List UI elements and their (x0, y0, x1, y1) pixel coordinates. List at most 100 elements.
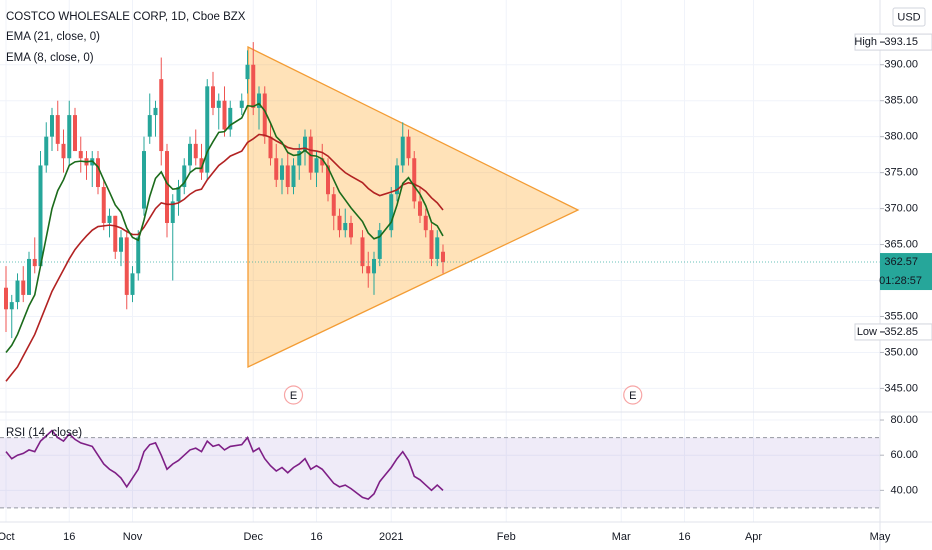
candle-body (73, 115, 77, 152)
candle-body (429, 230, 434, 259)
x-tick-label: 16 (678, 531, 690, 543)
series-line (5, 429, 444, 501)
x-tick-label: Dec (243, 531, 263, 543)
candle-body (9, 302, 14, 310)
candle-body (400, 136, 405, 166)
candle-body (435, 237, 440, 259)
candle-body (124, 237, 129, 295)
candle-body (182, 165, 187, 188)
candle-body (78, 151, 83, 159)
low-box (854, 323, 932, 341)
candle-body (113, 215, 118, 252)
candle-body (360, 237, 365, 267)
last-price-box (880, 253, 932, 291)
y-tick-label: 80.00 (890, 414, 918, 426)
candle-body (343, 222, 348, 231)
candle-body (44, 136, 49, 166)
candle-body (38, 165, 43, 267)
candle-body (297, 151, 302, 166)
candle-body (222, 100, 227, 130)
x-tick-label: 2021 (379, 531, 403, 543)
x-tick-label: Oct (0, 531, 15, 543)
candle-body (268, 136, 273, 159)
candle-body (147, 115, 152, 137)
candle-body (176, 187, 181, 202)
triangle-drawing[interactable] (247, 45, 580, 369)
countdown: 01:28:57 (879, 275, 922, 287)
candle-body (199, 158, 204, 173)
candle-body (406, 136, 411, 159)
candle-body (395, 165, 399, 195)
candle-body (193, 143, 198, 159)
currency-box[interactable] (892, 7, 926, 27)
x-tick-label: Nov (123, 531, 143, 543)
earnings-label: E (629, 390, 636, 402)
candle-body (188, 143, 192, 166)
candle-body (15, 280, 20, 303)
y-tick-label: 365.00 (884, 238, 918, 250)
x-tick-label: Mar (612, 531, 631, 543)
series-line (5, 102, 444, 353)
candle-body (314, 158, 319, 173)
y-tick-label: 370.00 (884, 203, 918, 215)
candle-body (251, 64, 256, 108)
candle-body (285, 165, 290, 188)
rsi-band (0, 437, 880, 508)
candle-body (303, 136, 307, 152)
earnings-marker[interactable] (623, 385, 643, 405)
candle-body (274, 158, 279, 180)
y-tick-label: 60.00 (890, 449, 918, 461)
candle-body (320, 158, 325, 166)
x-tick-label: 16 (310, 531, 322, 543)
candle-body (130, 273, 135, 295)
candle-body (418, 201, 422, 216)
y-tick-label: 390.00 (884, 59, 918, 71)
candle-body (377, 230, 382, 259)
candle-body (61, 143, 66, 159)
candle-body (389, 194, 394, 231)
candle-body (245, 64, 250, 80)
candle-body (291, 165, 296, 188)
y-tick-label: 375.00 (884, 167, 918, 179)
candle-body (216, 100, 221, 108)
candle-body (21, 280, 26, 295)
candle-body (239, 100, 244, 108)
candle-body (4, 287, 8, 310)
candle-body (67, 115, 72, 159)
candle-body (32, 258, 37, 267)
y-tick-label: 380.00 (884, 131, 918, 143)
x-tick-label: 16 (63, 531, 75, 543)
last-price-label: 362.57 (884, 256, 918, 268)
x-tick-label: May (870, 531, 891, 543)
candle-body (142, 151, 146, 209)
y-tick-label: 345.00 (884, 382, 918, 394)
candle-body (170, 201, 175, 223)
candle-body (159, 79, 164, 152)
candle-body (326, 165, 330, 195)
candle-body (136, 237, 141, 274)
candle-body (153, 107, 158, 116)
y-tick-label: 350.00 (884, 346, 918, 358)
legend-entry: EMA (21, close, 0) (6, 31, 100, 43)
x-tick-label: Apr (745, 531, 762, 543)
candle-body (96, 158, 100, 188)
earnings-label: E (290, 390, 297, 402)
candle-body (337, 215, 342, 231)
y-tick-label: 40.00 (890, 484, 918, 496)
candle-body (107, 215, 112, 223)
high-name: High (854, 36, 877, 48)
chart-title: COSTCO WHOLESALE CORP, 1D, Cboe BZX (6, 11, 246, 23)
candle-body (331, 194, 336, 216)
candle-body (55, 115, 60, 144)
high-value: 393.15 (884, 36, 918, 48)
candle-body (280, 165, 284, 180)
earnings-marker[interactable] (283, 385, 304, 405)
high-box (854, 33, 932, 51)
candle-body (257, 93, 261, 108)
candle-body (372, 258, 376, 274)
candle-body (228, 107, 233, 130)
labels-layer: COSTCO WHOLESALE CORP, 1D, Cboe BZX EMA … (6, 11, 246, 439)
